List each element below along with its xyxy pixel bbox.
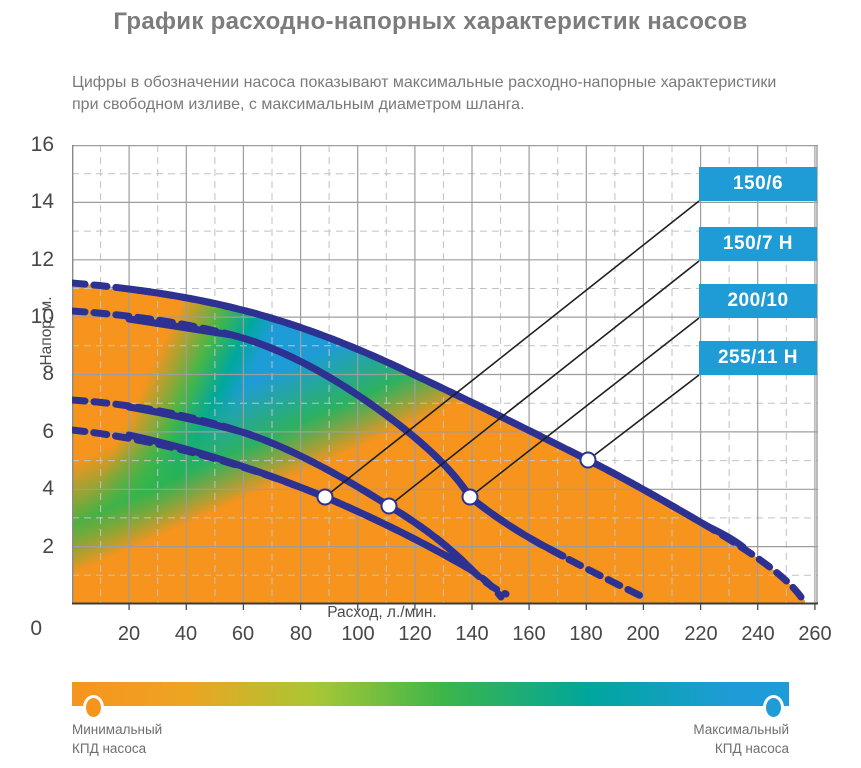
x-tick-label: 60 xyxy=(231,623,255,645)
pump-curve-150-7H xyxy=(125,403,476,574)
x-tick-label: 180 xyxy=(569,623,603,645)
axis-lines xyxy=(72,145,818,605)
min-efficiency-label-line2: КПД насоса xyxy=(72,741,147,756)
x-tick-label: 120 xyxy=(398,623,432,645)
y-tick-label: 6 xyxy=(42,420,54,443)
pump-curves-chart-canvas xyxy=(72,145,818,610)
max-efficiency-label-line2: КПД насоса xyxy=(714,741,789,756)
marker-dot-200-10 xyxy=(461,488,479,506)
leader-line-150-6 xyxy=(324,200,700,498)
x-tick-label: 40 xyxy=(174,623,198,645)
x-axis-tick-marks xyxy=(128,604,816,610)
y-tick-label: 12 xyxy=(30,248,54,271)
max-efficiency-dot-icon xyxy=(763,695,784,720)
min-efficiency-label-line1: Минимальный xyxy=(72,722,163,737)
leader-line-255-11H xyxy=(587,374,700,461)
callout-marker-dots xyxy=(316,451,597,515)
x-tick-label: 100 xyxy=(341,623,375,645)
pump-label-150-6: 150/6 xyxy=(699,167,817,201)
max-efficiency-label-line1: Максимальный xyxy=(693,722,789,737)
marker-dot-150-7H xyxy=(380,497,398,515)
subtitle-line-2: при свободном изливе, с максимальным диа… xyxy=(72,96,525,113)
x-tick-label: 140 xyxy=(455,623,489,645)
pump-label-150-7H: 150/7 Н xyxy=(699,227,817,261)
pump-label-255-11H: 255/11 Н xyxy=(699,341,817,375)
leader-line-200-10 xyxy=(469,317,700,498)
pump-label-200-10: 200/10 xyxy=(699,284,817,318)
x-tick-label: 240 xyxy=(741,623,775,645)
callout-leader-lines xyxy=(324,200,700,507)
chart-subtitle: Цифры в обозначении насоса показывают ма… xyxy=(72,72,842,116)
marker-dot-255-11H xyxy=(579,451,597,469)
y-tick-label: 14 xyxy=(30,190,54,213)
x-tick-label: 160 xyxy=(512,623,546,645)
subtitle-line-1: Цифры в обозначении насоса показывают ма… xyxy=(72,74,777,91)
origin-tick-label: 0 xyxy=(30,617,42,640)
pump-curve-200-10 xyxy=(125,315,567,560)
leader-line-150-7H xyxy=(388,260,700,507)
x-tick-label: 20 xyxy=(117,623,141,645)
y-tick-label: 2 xyxy=(42,535,54,558)
y-tick-label: 4 xyxy=(42,477,54,500)
efficiency-gradient-bar xyxy=(72,682,789,706)
x-tick-label: 220 xyxy=(684,623,718,645)
y-tick-label: 10 xyxy=(30,305,54,328)
page-title: График расходно-напорных характеристик н… xyxy=(113,8,748,35)
y-tick-label: 8 xyxy=(42,362,54,385)
x-tick-label: 260 xyxy=(798,623,832,645)
x-axis-title: Расход, л./мин. xyxy=(327,604,437,621)
y-tick-label: 16 xyxy=(30,133,54,156)
x-tick-label: 200 xyxy=(626,623,660,645)
marker-dot-150-6 xyxy=(316,488,334,506)
x-tick-label: 80 xyxy=(289,623,313,645)
min-efficiency-dot-icon xyxy=(83,695,104,720)
min-efficiency-label: Минимальный КПД насоса xyxy=(72,720,162,758)
pump-curve-255-11H xyxy=(125,285,747,551)
max-efficiency-label: Максимальный КПД насоса xyxy=(693,720,789,758)
